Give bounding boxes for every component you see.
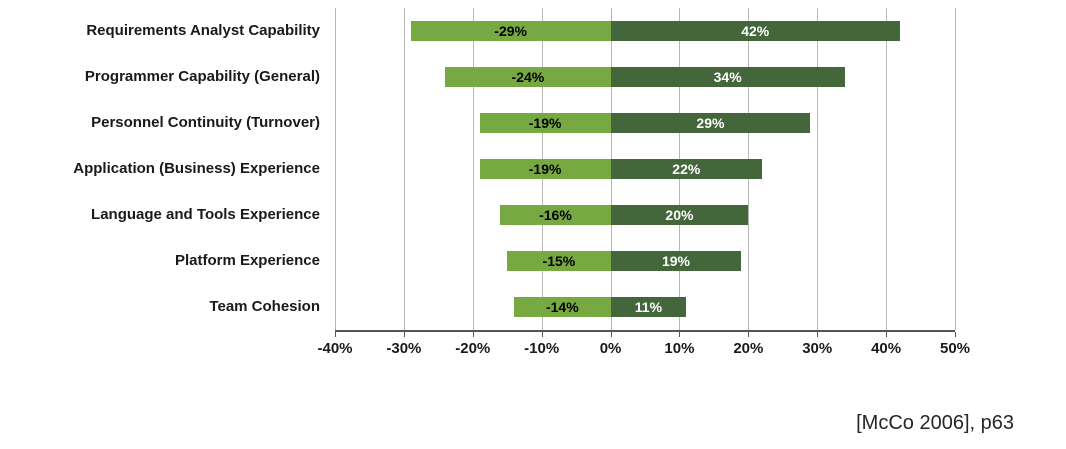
bar-negative: -19% [479,113,611,133]
bar-positive: 11% [610,297,687,317]
axis-tick-label: -30% [386,340,422,357]
chart-row: Requirements Analyst Capability -29% 42% [0,8,1066,54]
axis-tick [472,332,474,337]
bar-positive: 42% [610,21,900,41]
bar-positive: 29% [610,113,811,133]
axis-tick [541,332,543,337]
axis-tick [403,332,405,337]
bar-positive: 22% [610,159,763,179]
gridline [886,8,888,330]
gridline [403,8,405,330]
chart-rows: Requirements Analyst Capability -29% 42% Pr… [0,8,1066,330]
axis-tick [679,332,681,337]
chart-row: Team Cohesion -14% 11% [0,284,1066,330]
bar-negative: -15% [507,251,611,271]
category-label: Language and Tools Experience [91,205,320,223]
axis-tick-label: -40% [317,340,353,357]
bar-negative: -14% [514,297,611,317]
axis-tick [817,332,819,337]
x-axis-line [335,330,955,332]
bar-positive: 34% [610,67,845,87]
citation: [McCo 2006], p63 [856,412,1014,434]
bar-negative: -16% [500,205,611,225]
bar-track: -14% 11% [335,297,955,317]
chart-row: Programmer Capability (General) -24% 34% [0,54,1066,100]
gridline [472,8,474,330]
chart-row: Personnel Continuity (Turnover) -19% 29% [0,100,1066,146]
bar-positive: 19% [610,251,742,271]
axis-tick-label: 20% [733,340,764,357]
category-label: Programmer Capability (General) [84,67,320,85]
axis-tick [748,332,750,337]
x-axis-tick-labels: -40% -30% -20% -10% 0% 10% 20% 30% 40% 50% [317,340,970,360]
axis-tick-label: -20% [455,340,491,357]
axis-tick [886,332,888,337]
bar-track: -29% 42% [335,21,955,41]
category-label: Team Cohesion [209,297,320,315]
axis-tick-label: 30% [802,340,833,357]
bar-positive: 20% [610,205,749,225]
x-axis-ticks [335,332,956,338]
category-label: Personnel Continuity (Turnover) [91,113,320,131]
axis-tick [610,332,612,337]
category-label: Requirements Analyst Capability [86,21,320,39]
gridline [335,8,336,330]
category-label: Platform Experience [174,251,320,269]
axis-tick [955,332,956,337]
gridline [817,8,819,330]
bar-track: -19% 29% [335,113,955,133]
chart-row: Language and Tools Experience -16% 20% [0,192,1066,238]
category-label: Application (Business) Experience [73,159,320,177]
bar-negative: -19% [479,159,611,179]
gridline [955,8,956,330]
axis-tick-label: 40% [871,340,902,357]
bar-track: -19% 22% [335,159,955,179]
axis-tick-label: -10% [524,340,560,357]
axis-tick-label: 50% [939,340,971,357]
bar-track: -24% 34% [335,67,955,87]
bar-negative: -29% [410,21,611,41]
axis-tick [335,332,336,337]
bar-track: -16% 20% [335,205,955,225]
chart-row: Platform Experience -15% 19% [0,238,1066,284]
bar-negative: -24% [445,67,611,87]
axis-tick-label: 0% [599,340,622,357]
bar-track: -15% 19% [335,251,955,271]
axis-tick-label: 10% [664,340,695,357]
chart-row: Application (Business) Experience -19% 22% [0,146,1066,192]
diverging-bar-chart: Requirements Analyst Capability -29% 42% Pr… [0,8,1066,360]
